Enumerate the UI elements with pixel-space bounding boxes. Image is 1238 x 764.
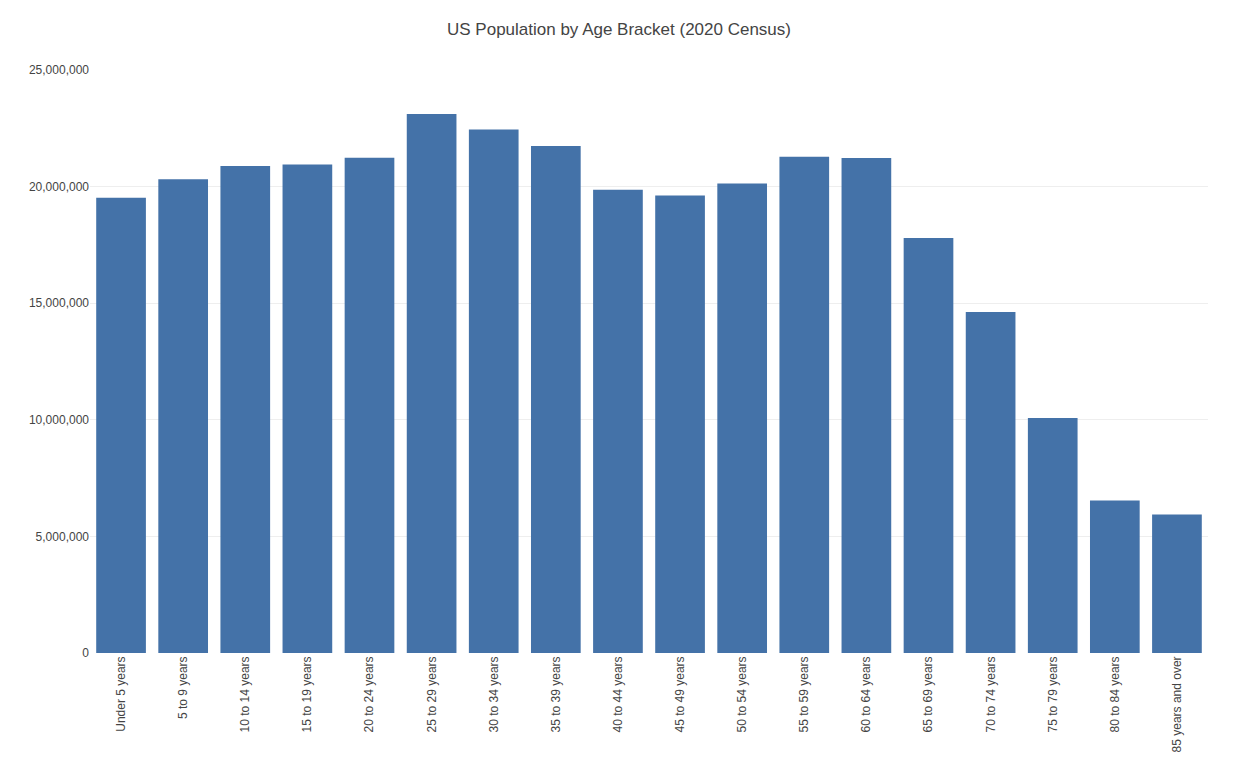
svg-text:Under 5 years: Under 5 years bbox=[114, 656, 128, 731]
svg-text:65 to 69 years: 65 to 69 years bbox=[921, 656, 935, 732]
svg-text:55 to 59 years: 55 to 59 years bbox=[797, 656, 811, 732]
svg-text:US Population by Age Bracket (: US Population by Age Bracket (2020 Censu… bbox=[447, 20, 791, 39]
svg-text:80 to 84 years: 80 to 84 years bbox=[1108, 656, 1122, 732]
svg-text:45 to 49 years: 45 to 49 years bbox=[673, 656, 687, 732]
svg-text:10,000,000: 10,000,000 bbox=[29, 413, 89, 427]
svg-text:30 to 34 years: 30 to 34 years bbox=[487, 656, 501, 732]
svg-text:15 to 19 years: 15 to 19 years bbox=[300, 656, 314, 732]
svg-text:60 to 64 years: 60 to 64 years bbox=[859, 656, 873, 732]
svg-text:35 to 39 years: 35 to 39 years bbox=[549, 656, 563, 732]
svg-text:25,000,000: 25,000,000 bbox=[29, 63, 89, 77]
svg-text:25 to 29 years: 25 to 29 years bbox=[425, 656, 439, 732]
svg-text:5,000,000: 5,000,000 bbox=[36, 530, 90, 544]
svg-text:20 to 24 years: 20 to 24 years bbox=[362, 656, 376, 732]
svg-text:0: 0 bbox=[82, 646, 89, 660]
svg-text:75 to 79 years: 75 to 79 years bbox=[1046, 656, 1060, 732]
svg-text:10 to 14 years: 10 to 14 years bbox=[238, 656, 252, 732]
svg-text:40 to 44 years: 40 to 44 years bbox=[611, 656, 625, 732]
svg-text:15,000,000: 15,000,000 bbox=[29, 296, 89, 310]
svg-text:20,000,000: 20,000,000 bbox=[29, 180, 89, 194]
svg-text:85 years and over: 85 years and over bbox=[1170, 656, 1184, 752]
svg-text:50 to 54 years: 50 to 54 years bbox=[735, 656, 749, 732]
svg-text:5 to 9 years: 5 to 9 years bbox=[176, 656, 190, 719]
svg-text:70 to 74 years: 70 to 74 years bbox=[984, 656, 998, 732]
